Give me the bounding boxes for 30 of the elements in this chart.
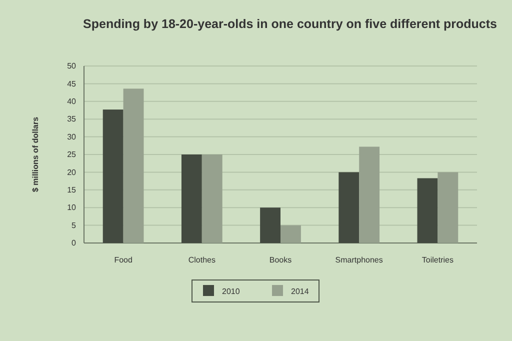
bar [260,208,280,243]
x-tick-label: Toiletries [422,256,454,265]
x-tick-label: Books [269,256,292,265]
bar [202,154,222,243]
y-tick-label: 25 [67,150,77,160]
bar [280,225,301,243]
x-tick-label: Smartphones [335,256,383,265]
y-tick-label: 5 [72,220,77,230]
y-tick-label: 35 [67,114,77,124]
bar [417,178,438,243]
y-tick-label: 20 [67,168,77,177]
y-axis-title: $ millions of dollars [31,116,40,192]
y-tick-label: 40 [67,96,77,106]
y-tick-label: 15 [67,185,77,194]
y-tick-label: 45 [67,79,77,88]
y-tick-label: 50 [67,62,77,71]
y-tick-label: 10 [67,203,77,212]
legend-label: 2014 [291,287,310,296]
y-tick-label: 0 [72,238,77,248]
bar [181,154,202,243]
bar [438,172,458,243]
chart-title: Spending by 18-20-year-olds in one country on five different products [83,17,498,31]
x-tick-label: Food [114,256,132,265]
y-tick-label: 30 [67,132,77,142]
bar [102,110,124,243]
legend-label: 2010 [222,287,240,296]
x-tick-label: Clothes [188,256,216,265]
bar [338,172,360,243]
bar [359,146,380,243]
bar [123,88,144,243]
